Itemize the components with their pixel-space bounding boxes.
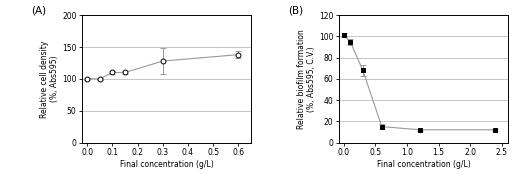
Text: (B): (B): [288, 5, 303, 15]
Y-axis label: Relative cell density
(%, Abs595): Relative cell density (%, Abs595): [40, 40, 59, 118]
X-axis label: Final concentration (g/L): Final concentration (g/L): [120, 160, 213, 169]
Y-axis label: Relative biofilm formation
(%, Abs595, C.V.): Relative biofilm formation (%, Abs595, C…: [297, 29, 316, 129]
X-axis label: Final concentration (g/L): Final concentration (g/L): [377, 160, 470, 169]
Text: (A): (A): [31, 5, 47, 15]
